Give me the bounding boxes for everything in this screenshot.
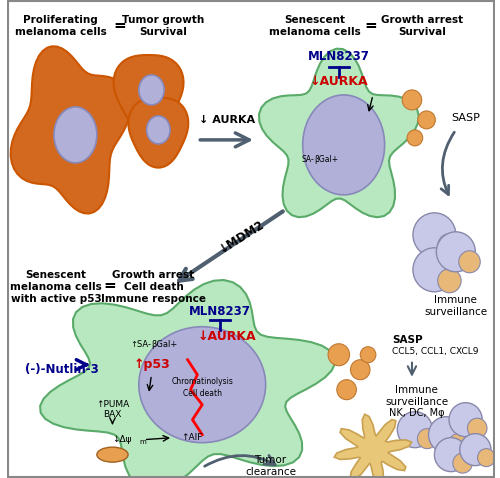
Text: ↑AIF: ↑AIF — [181, 433, 202, 442]
Text: NK, DC, Mφ: NK, DC, Mφ — [389, 408, 444, 418]
Text: Immune: Immune — [396, 385, 438, 395]
Circle shape — [398, 412, 432, 447]
Circle shape — [407, 130, 422, 146]
Text: Tumor growth: Tumor growth — [122, 15, 204, 25]
Circle shape — [413, 248, 456, 292]
Circle shape — [460, 434, 491, 466]
Circle shape — [453, 453, 472, 473]
Text: =: = — [103, 278, 116, 293]
Text: Tumor: Tumor — [254, 455, 286, 465]
Polygon shape — [10, 46, 130, 214]
Text: melanoma cells: melanoma cells — [15, 27, 106, 37]
Text: MLN8237: MLN8237 — [189, 305, 250, 318]
Text: SASP: SASP — [392, 335, 423, 345]
Ellipse shape — [139, 75, 164, 105]
Circle shape — [418, 111, 436, 129]
Text: Proliferating: Proliferating — [24, 15, 98, 25]
Circle shape — [428, 417, 464, 453]
Polygon shape — [40, 280, 335, 478]
Text: ↓Δψ: ↓Δψ — [112, 435, 132, 444]
Circle shape — [350, 360, 370, 380]
Text: βGal+: βGal+ — [152, 340, 178, 349]
Text: surveillance: surveillance — [424, 307, 488, 317]
Text: Cell death: Cell death — [182, 389, 222, 398]
Text: clearance: clearance — [245, 467, 296, 477]
Text: MLN8237: MLN8237 — [308, 51, 370, 64]
Text: with active p53: with active p53 — [10, 294, 102, 304]
Ellipse shape — [146, 116, 170, 144]
Circle shape — [436, 232, 476, 272]
Polygon shape — [259, 49, 419, 217]
Text: Cell death: Cell death — [124, 282, 184, 292]
Text: ↑SA-: ↑SA- — [130, 340, 152, 349]
Text: Growth arrest: Growth arrest — [380, 15, 463, 25]
Text: ↓AURKA: ↓AURKA — [310, 76, 368, 88]
Text: =: = — [364, 18, 378, 33]
Polygon shape — [334, 414, 411, 478]
Text: (-)-Nutlin-3: (-)-Nutlin-3 — [24, 363, 99, 376]
Circle shape — [434, 438, 468, 472]
Ellipse shape — [139, 327, 266, 443]
Text: SA-: SA- — [302, 155, 314, 164]
Circle shape — [478, 449, 495, 467]
Circle shape — [459, 251, 480, 273]
Text: =: = — [113, 18, 126, 33]
Text: melanoma cells: melanoma cells — [10, 282, 102, 292]
Circle shape — [449, 402, 482, 436]
Text: Immune: Immune — [434, 295, 478, 305]
Text: CCL5, CCL1, CXCL9: CCL5, CCL1, CXCL9 — [392, 347, 479, 356]
Polygon shape — [114, 55, 184, 131]
Text: Growth arrest: Growth arrest — [112, 270, 194, 280]
Circle shape — [468, 418, 487, 438]
Text: βGal+: βGal+ — [314, 155, 338, 164]
Polygon shape — [128, 98, 188, 168]
Circle shape — [418, 429, 437, 449]
Text: surveillance: surveillance — [386, 397, 448, 407]
Circle shape — [337, 380, 356, 400]
Circle shape — [328, 344, 349, 366]
Text: ↓AURKA: ↓AURKA — [198, 330, 256, 343]
Ellipse shape — [302, 95, 384, 195]
Circle shape — [448, 434, 468, 454]
Ellipse shape — [97, 447, 128, 462]
Text: Chromatinolysis: Chromatinolysis — [172, 377, 233, 386]
Text: BAX: BAX — [104, 410, 122, 419]
Circle shape — [413, 213, 456, 257]
Text: Survival: Survival — [140, 27, 187, 37]
Text: melanoma cells: melanoma cells — [268, 27, 360, 37]
Text: Survival: Survival — [398, 27, 446, 37]
Text: m: m — [140, 439, 146, 445]
Text: Senescent: Senescent — [26, 270, 86, 280]
Text: ↑PUMA: ↑PUMA — [96, 400, 129, 409]
Text: Senescent: Senescent — [284, 15, 345, 25]
Text: SASP: SASP — [451, 113, 480, 123]
Circle shape — [438, 234, 461, 258]
Circle shape — [438, 269, 461, 293]
Ellipse shape — [54, 107, 97, 163]
Circle shape — [402, 90, 421, 110]
Text: ↓MDM2: ↓MDM2 — [216, 217, 266, 256]
Text: ↓ AURKA: ↓ AURKA — [198, 115, 254, 125]
Text: Immune responce: Immune responce — [101, 294, 206, 304]
Circle shape — [360, 347, 376, 363]
Text: ↑p53: ↑p53 — [133, 358, 170, 371]
